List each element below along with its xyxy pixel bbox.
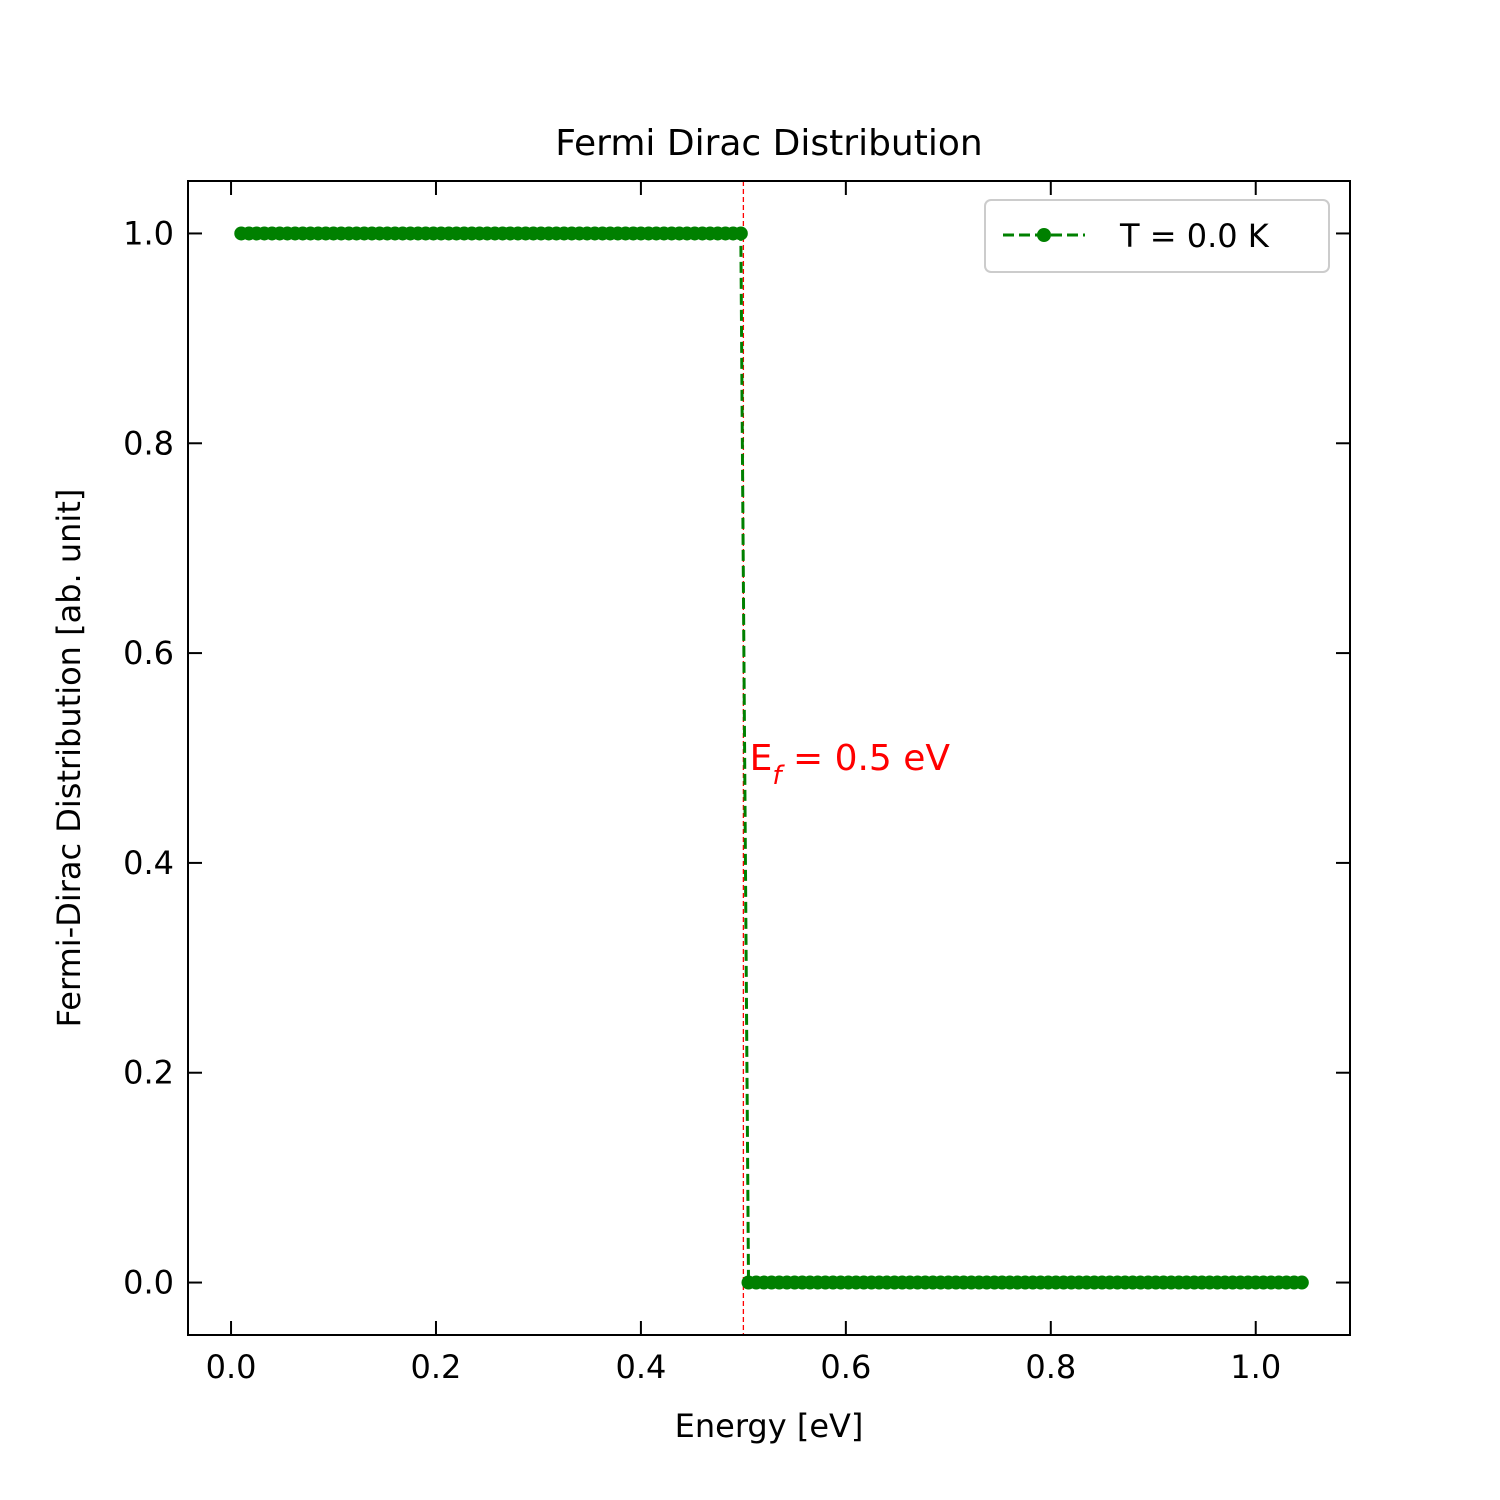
legend-box	[984, 199, 1330, 273]
legend: T = 0.0 K	[984, 199, 1330, 273]
x-tick-label: 0.0	[206, 1348, 257, 1386]
axis-ticks: 0.0 0.2 0.4 0.6 0.8 1.0 0.0 0.2 0.4 0.6 0.8 1.0	[123, 181, 1350, 1386]
chart-title: Fermi Dirac Distribution	[555, 123, 982, 164]
y-tick-label: 0.8	[123, 424, 174, 462]
fermi-level-symbol: E	[750, 738, 773, 779]
x-tick-label: 0.8	[1025, 1348, 1076, 1386]
y-tick-label: 0.4	[123, 844, 174, 882]
x-axis-label: Energy [eV]	[675, 1407, 864, 1445]
y-axis-label: Fermi-Dirac Distribution [ab. unit]	[50, 489, 88, 1028]
series-t-0-k	[234, 226, 1309, 1290]
legend-marker-sample	[1037, 228, 1051, 242]
y-tick-label: 0.6	[123, 634, 174, 672]
y-tick-label: 0.2	[123, 1054, 174, 1092]
data-point	[733, 226, 748, 241]
x-tick-label: 0.2	[411, 1348, 462, 1386]
x-tick-label: 1.0	[1230, 1348, 1281, 1386]
plot-frame	[187, 180, 1351, 1336]
fermi-level-value: = 0.5 eV	[782, 738, 951, 779]
data-point	[1294, 1275, 1309, 1290]
y-tick-label: 1.0	[123, 214, 174, 252]
y-tick-label: 0.0	[123, 1264, 174, 1302]
fermi-level-label: Ef = 0.5 eV	[750, 738, 951, 791]
annotation-fermi-level: Ef = 0.5 eV	[750, 738, 951, 791]
x-tick-label: 0.4	[615, 1348, 666, 1386]
legend-label: T = 0.0 K	[1119, 217, 1270, 255]
x-tick-label: 0.6	[820, 1348, 871, 1386]
